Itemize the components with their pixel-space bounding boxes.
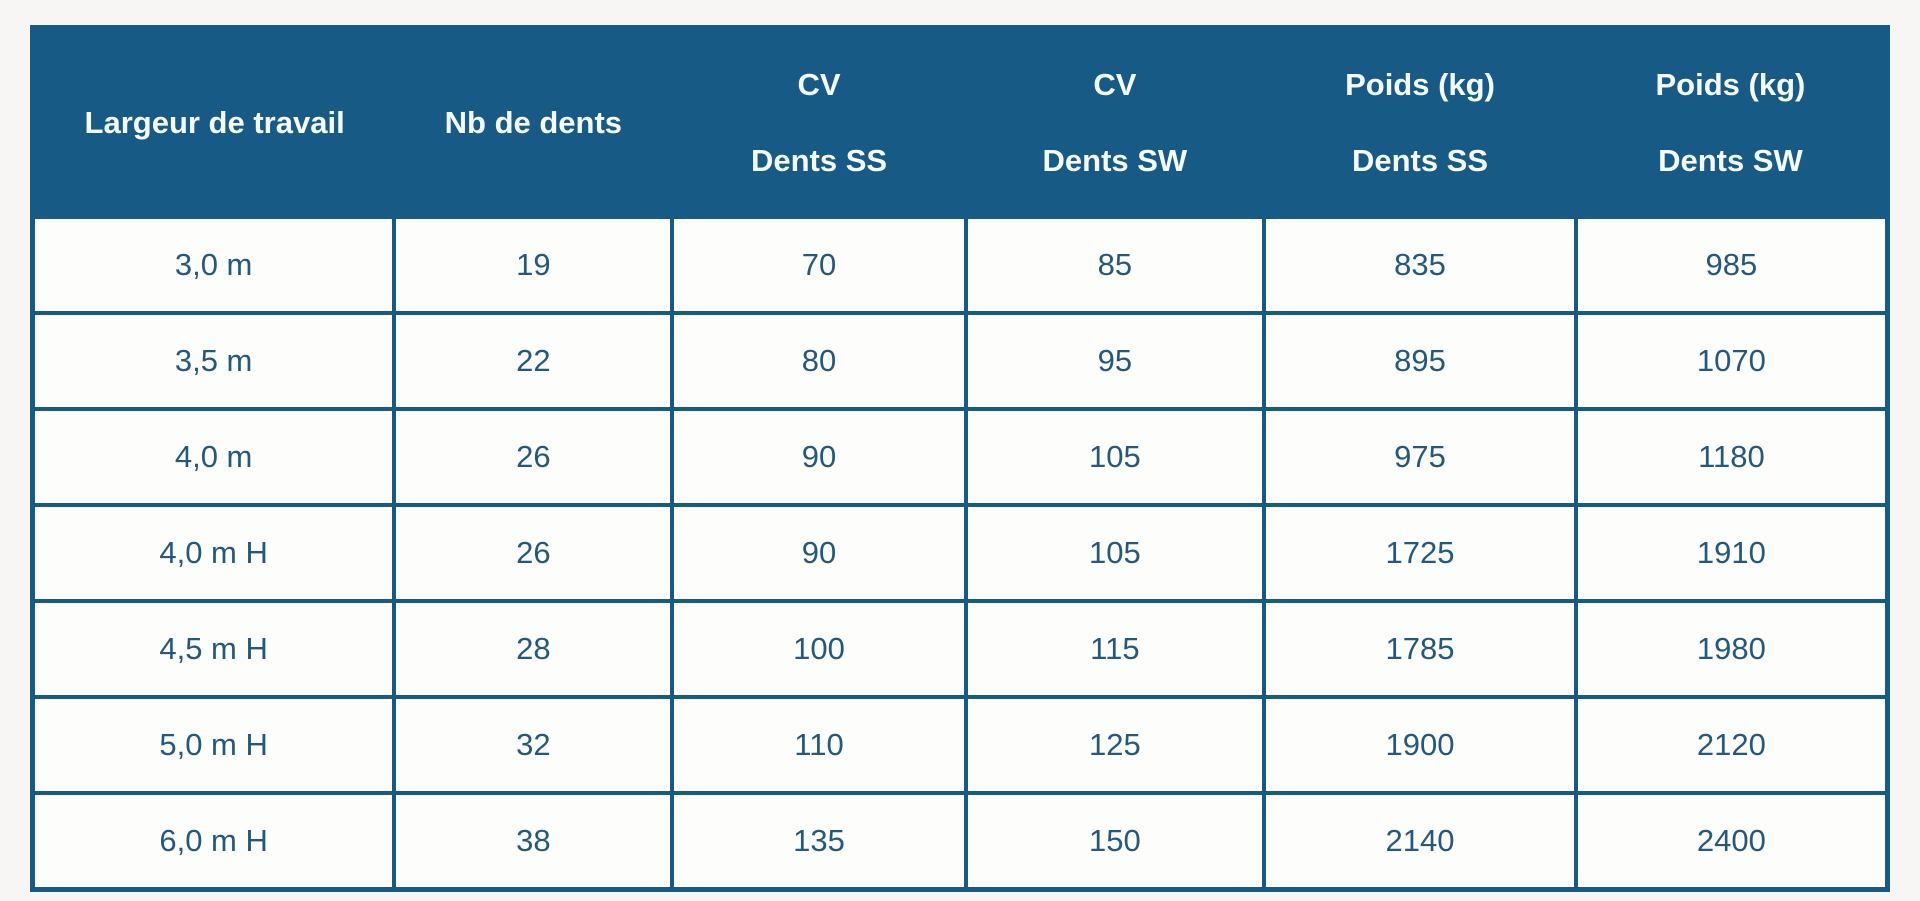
cell-nb-dents: 26 <box>392 407 675 507</box>
cell-cv-sw: 115 <box>963 599 1267 699</box>
cell-nb-dents: 32 <box>392 695 675 795</box>
cell-poids-sw: 2120 <box>1573 695 1890 795</box>
table-row: 6,0 m H 38 135 150 2140 2400 <box>30 791 1890 892</box>
col-header-label: Nb de dents <box>444 105 623 140</box>
cell-cv-sw: 105 <box>963 503 1267 603</box>
table-row: 3,0 m 19 70 85 835 985 <box>30 215 1890 315</box>
col-header-label: Largeur de travail <box>84 105 345 140</box>
col-header-label-line2: Dents SW <box>1658 143 1803 178</box>
spec-table: Largeur de travail Nb de dents CV Dents … <box>30 25 1890 892</box>
cell-poids-ss: 1785 <box>1262 599 1578 699</box>
cell-nb-dents: 19 <box>392 215 675 315</box>
cell-poids-ss: 1725 <box>1262 503 1578 603</box>
cell-largeur: 4,0 m <box>30 407 397 507</box>
cell-cv-ss: 100 <box>670 599 968 699</box>
cell-largeur: 4,0 m H <box>30 503 397 603</box>
table-row: 5,0 m H 32 110 125 1900 2120 <box>30 695 1890 795</box>
cell-poids-ss: 835 <box>1262 215 1578 315</box>
cell-largeur: 5,0 m H <box>30 695 397 795</box>
cell-cv-ss: 90 <box>670 503 968 603</box>
cell-cv-sw: 105 <box>963 407 1267 507</box>
col-header-label-line2: Dents SS <box>1351 143 1489 178</box>
header-row: Largeur de travail Nb de dents CV Dents … <box>32 27 1888 217</box>
table-row: 4,0 m 26 90 105 975 1180 <box>30 407 1890 507</box>
cell-poids-ss: 1900 <box>1262 695 1578 795</box>
col-header-label-line1: Poids (kg) <box>1345 67 1495 102</box>
col-header-poids-dents-ss: Poids (kg) Dents SS <box>1264 27 1576 217</box>
cell-cv-ss: 80 <box>670 311 968 411</box>
cell-poids-sw: 1070 <box>1573 311 1890 411</box>
cell-largeur: 4,5 m H <box>30 599 397 699</box>
cell-poids-ss: 2140 <box>1262 791 1578 892</box>
cell-nb-dents: 38 <box>392 791 675 892</box>
cell-poids-sw: 2400 <box>1573 791 1890 892</box>
col-header-largeur-de-travail: Largeur de travail <box>32 27 395 217</box>
col-header-label-line1: Poids (kg) <box>1655 67 1806 102</box>
cell-nb-dents: 26 <box>392 503 675 603</box>
cell-nb-dents: 28 <box>392 599 675 699</box>
cell-poids-sw: 1980 <box>1573 599 1890 699</box>
table-row: 3,5 m 22 80 95 895 1070 <box>30 311 1890 411</box>
cell-cv-sw: 85 <box>963 215 1267 315</box>
table-row: 4,0 m H 26 90 105 1725 1910 <box>30 503 1890 603</box>
cell-poids-ss: 975 <box>1262 407 1578 507</box>
cell-cv-sw: 150 <box>963 791 1267 892</box>
col-header-label-line1: CV <box>1093 67 1137 102</box>
cell-poids-ss: 895 <box>1262 311 1578 411</box>
col-header-label-line2: Dents SW <box>1042 143 1188 178</box>
cell-cv-sw: 125 <box>963 695 1267 795</box>
cell-cv-ss: 135 <box>670 791 968 892</box>
cell-cv-ss: 70 <box>670 215 968 315</box>
cell-poids-sw: 1910 <box>1573 503 1890 603</box>
cell-poids-sw: 985 <box>1573 215 1890 315</box>
table-row: 4,5 m H 28 100 115 1785 1980 <box>30 599 1890 699</box>
col-header-cv-dents-sw: CV Dents SW <box>965 27 1265 217</box>
cell-cv-sw: 95 <box>963 311 1267 411</box>
cell-largeur: 3,0 m <box>30 215 397 315</box>
col-header-label-line2: Dents SS <box>750 143 888 178</box>
cell-poids-sw: 1180 <box>1573 407 1890 507</box>
cell-nb-dents: 22 <box>392 311 675 411</box>
col-header-cv-dents-ss: CV Dents SS <box>672 27 966 217</box>
cell-cv-ss: 90 <box>670 407 968 507</box>
cell-cv-ss: 110 <box>670 695 968 795</box>
col-header-poids-dents-sw: Poids (kg) Dents SW <box>1575 27 1888 217</box>
cell-largeur: 3,5 m <box>30 311 397 411</box>
col-header-label-line1: CV <box>797 67 841 102</box>
cell-largeur: 6,0 m H <box>30 791 397 892</box>
col-header-nb-de-dents: Nb de dents <box>394 27 673 217</box>
